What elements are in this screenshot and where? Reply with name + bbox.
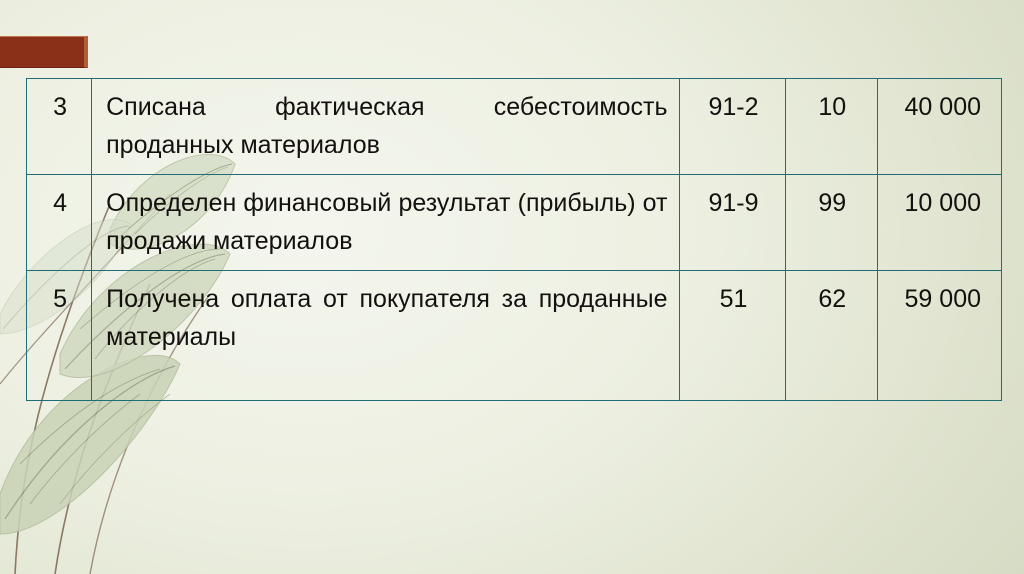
table-row: 5 Получена оплата от покупателя за прода… xyxy=(27,271,1002,401)
row-debit: 91-9 xyxy=(680,175,785,271)
table-row: 3 Списана фактическая себестоимость прод… xyxy=(27,79,1002,175)
row-credit: 10 xyxy=(785,79,877,175)
row-number: 4 xyxy=(27,175,92,271)
row-credit: 99 xyxy=(785,175,877,271)
row-number: 5 xyxy=(27,271,92,401)
accounting-table: 3 Списана фактическая себестоимость прод… xyxy=(26,78,1002,401)
row-description: Определен финансовый результат (прибыль)… xyxy=(92,175,680,271)
table: 3 Списана фактическая себестоимость прод… xyxy=(26,78,1002,401)
row-debit: 91-2 xyxy=(680,79,785,175)
row-credit: 62 xyxy=(785,271,877,401)
row-description: Списана фактическая себестоимость продан… xyxy=(92,79,680,175)
row-amount: 40 000 xyxy=(878,79,1002,175)
row-number: 3 xyxy=(27,79,92,175)
accent-bar xyxy=(0,36,88,68)
row-description: Получена оплата от покупателя за проданн… xyxy=(92,271,680,401)
row-amount: 10 000 xyxy=(878,175,1002,271)
table-row: 4 Определен финансовый результат (прибыл… xyxy=(27,175,1002,271)
row-debit: 51 xyxy=(680,271,785,401)
row-amount: 59 000 xyxy=(878,271,1002,401)
